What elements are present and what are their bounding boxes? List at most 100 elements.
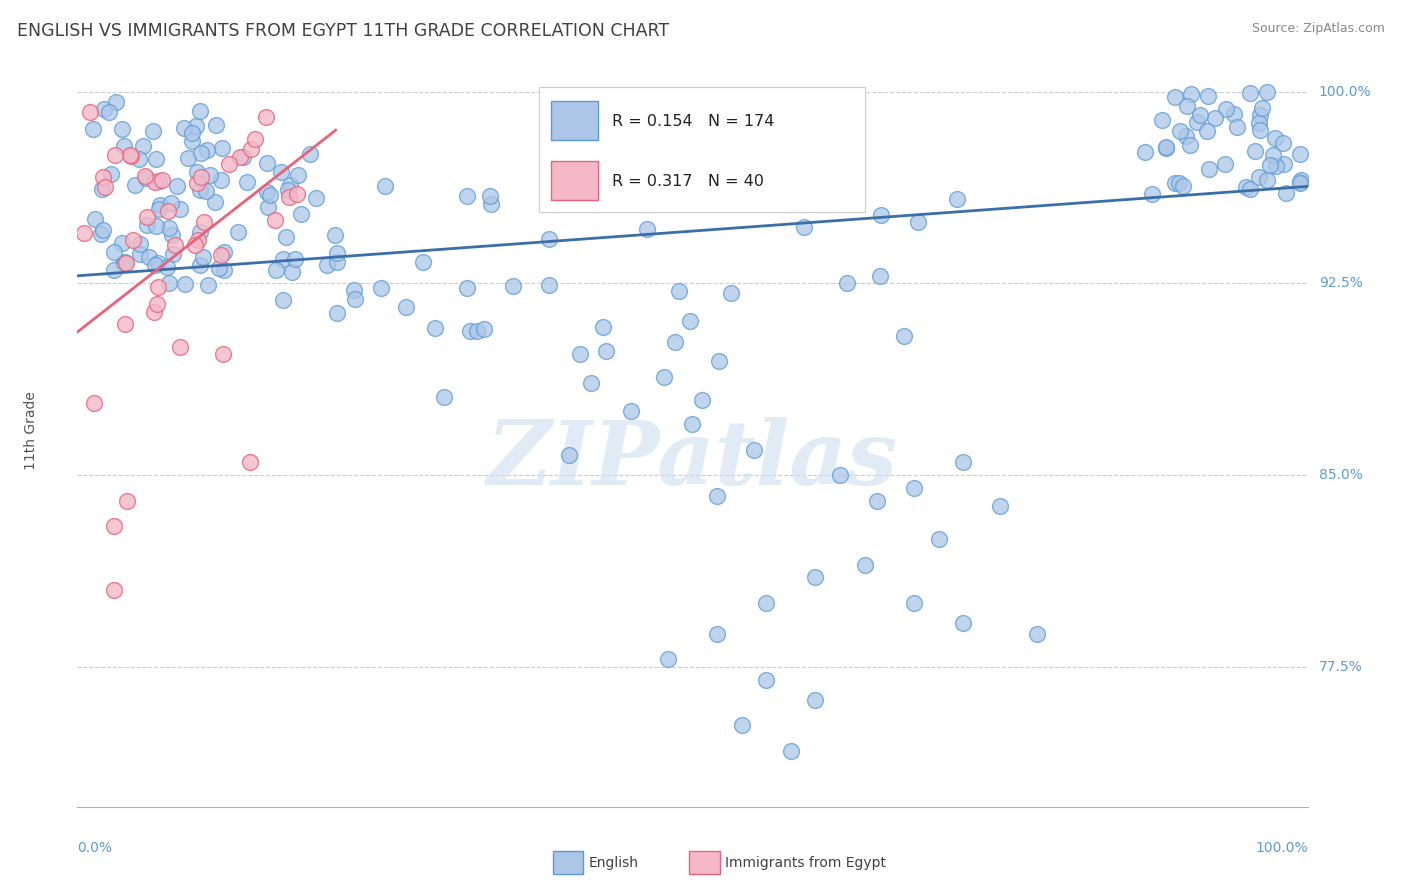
Point [1272, 157, 1295, 171]
Point [143, 175, 166, 189]
Point [271, 252, 294, 267]
Text: 77.5%: 77.5% [1319, 660, 1362, 673]
Point [188, 225, 211, 239]
Point [287, 187, 309, 202]
Point [780, 744, 803, 758]
Point [195, 143, 218, 157]
Point [595, 344, 617, 359]
Point [111, 255, 134, 269]
Point [755, 596, 778, 610]
Point [1185, 115, 1208, 129]
Point [1244, 144, 1267, 158]
Point [200, 168, 222, 182]
Point [1251, 101, 1274, 115]
Point [166, 178, 188, 193]
Point [193, 214, 215, 228]
Point [988, 499, 1011, 513]
Point [903, 596, 925, 610]
Point [946, 192, 969, 206]
Point [187, 233, 209, 247]
Point [271, 293, 294, 307]
Point [193, 250, 215, 264]
Point [103, 245, 125, 260]
Point [204, 194, 226, 209]
Point [148, 279, 170, 293]
Point [692, 393, 714, 408]
Point [205, 118, 228, 132]
Point [169, 202, 191, 216]
Point [1180, 87, 1202, 102]
Point [121, 149, 143, 163]
Point [122, 234, 145, 248]
Point [706, 489, 728, 503]
Point [1204, 112, 1226, 126]
Point [1168, 124, 1191, 138]
Point [928, 532, 950, 546]
Point [143, 304, 166, 318]
Point [1258, 158, 1281, 172]
Point [952, 616, 974, 631]
Point [209, 172, 232, 186]
Point [907, 215, 929, 229]
Point [830, 468, 852, 483]
Point [474, 322, 496, 336]
Point [1026, 626, 1049, 640]
Point [226, 225, 249, 239]
Point [679, 314, 702, 328]
Point [194, 185, 217, 199]
Point [90, 227, 112, 241]
Point [479, 189, 502, 203]
Point [1174, 129, 1197, 144]
Point [239, 455, 262, 469]
Point [755, 673, 778, 687]
Point [579, 376, 602, 390]
Point [458, 325, 481, 339]
Point [134, 169, 156, 184]
Point [699, 195, 721, 210]
Point [131, 139, 153, 153]
Point [105, 95, 128, 110]
FancyBboxPatch shape [538, 87, 865, 211]
Point [263, 212, 285, 227]
Point [115, 493, 138, 508]
FancyBboxPatch shape [551, 101, 598, 140]
Point [129, 236, 152, 251]
Point [169, 341, 191, 355]
Point [1198, 161, 1220, 176]
Point [290, 207, 312, 221]
Point [1133, 145, 1156, 159]
FancyBboxPatch shape [551, 161, 598, 201]
Point [184, 238, 207, 252]
Point [537, 278, 560, 293]
Point [157, 204, 180, 219]
Point [1256, 173, 1278, 187]
Point [218, 157, 240, 171]
Point [1164, 176, 1187, 190]
Point [83, 396, 105, 410]
Point [93, 103, 115, 117]
Point [111, 235, 134, 250]
Point [323, 227, 346, 242]
Point [1213, 157, 1236, 171]
Point [1264, 159, 1286, 173]
Text: R = 0.154   N = 174: R = 0.154 N = 174 [613, 114, 775, 128]
Point [145, 296, 167, 310]
Point [212, 347, 235, 361]
Point [1171, 179, 1194, 194]
Point [278, 178, 301, 192]
Point [103, 583, 125, 598]
Text: 0.0%: 0.0% [77, 841, 112, 855]
Point [1175, 99, 1198, 113]
Point [188, 183, 211, 197]
Point [1291, 173, 1313, 187]
Point [326, 255, 349, 269]
Point [1156, 140, 1178, 154]
Point [138, 250, 160, 264]
Point [479, 197, 502, 211]
Point [208, 260, 231, 275]
Point [188, 104, 211, 119]
Point [94, 180, 117, 194]
Point [157, 221, 180, 235]
Point [211, 141, 233, 155]
Text: R = 0.317   N = 40: R = 0.317 N = 40 [613, 174, 765, 189]
